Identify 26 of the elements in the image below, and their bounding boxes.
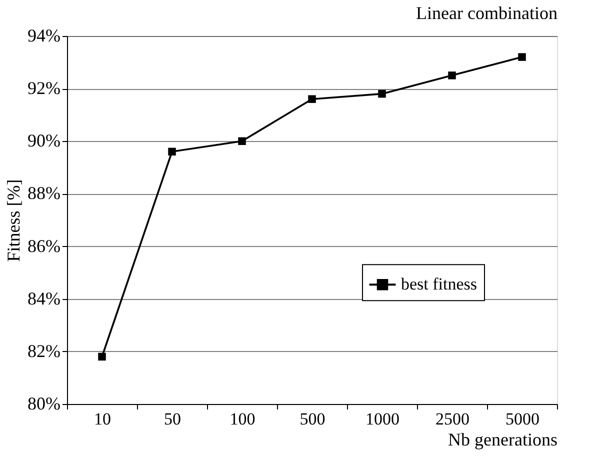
x-tick-label: 10: [94, 410, 111, 428]
point: [518, 53, 526, 61]
point: [238, 137, 246, 146]
x-tick-label: 2500: [436, 410, 470, 428]
y-tick-label: 88%: [28, 183, 60, 204]
point: [168, 148, 176, 156]
legend-label: best fitness: [401, 274, 478, 294]
y-axis-title: Fitness [%]: [4, 179, 24, 262]
x-tick-label: 500: [300, 410, 326, 428]
x-tick-label: 1000: [366, 410, 400, 428]
x-tick-label: 100: [230, 410, 256, 428]
point: [378, 90, 386, 98]
y-tick-label: 92%: [28, 78, 60, 98]
chart-title: Linear combination: [416, 3, 558, 23]
y-tick-label: 80%: [28, 394, 60, 414]
point: [98, 352, 106, 361]
y-tick-label: 86%: [28, 236, 60, 256]
y-tick-label: 90%: [28, 130, 60, 151]
x-axis-title: Nb generations: [448, 430, 558, 450]
y-tick-label: 84%: [28, 288, 60, 308]
y-tick-label: 82%: [28, 340, 60, 361]
point: [308, 95, 316, 103]
point: [448, 72, 456, 80]
x-tick-label: 50: [164, 410, 181, 428]
y-tick-label: 94%: [28, 26, 60, 46]
x-tick-label: 5000: [506, 410, 540, 428]
